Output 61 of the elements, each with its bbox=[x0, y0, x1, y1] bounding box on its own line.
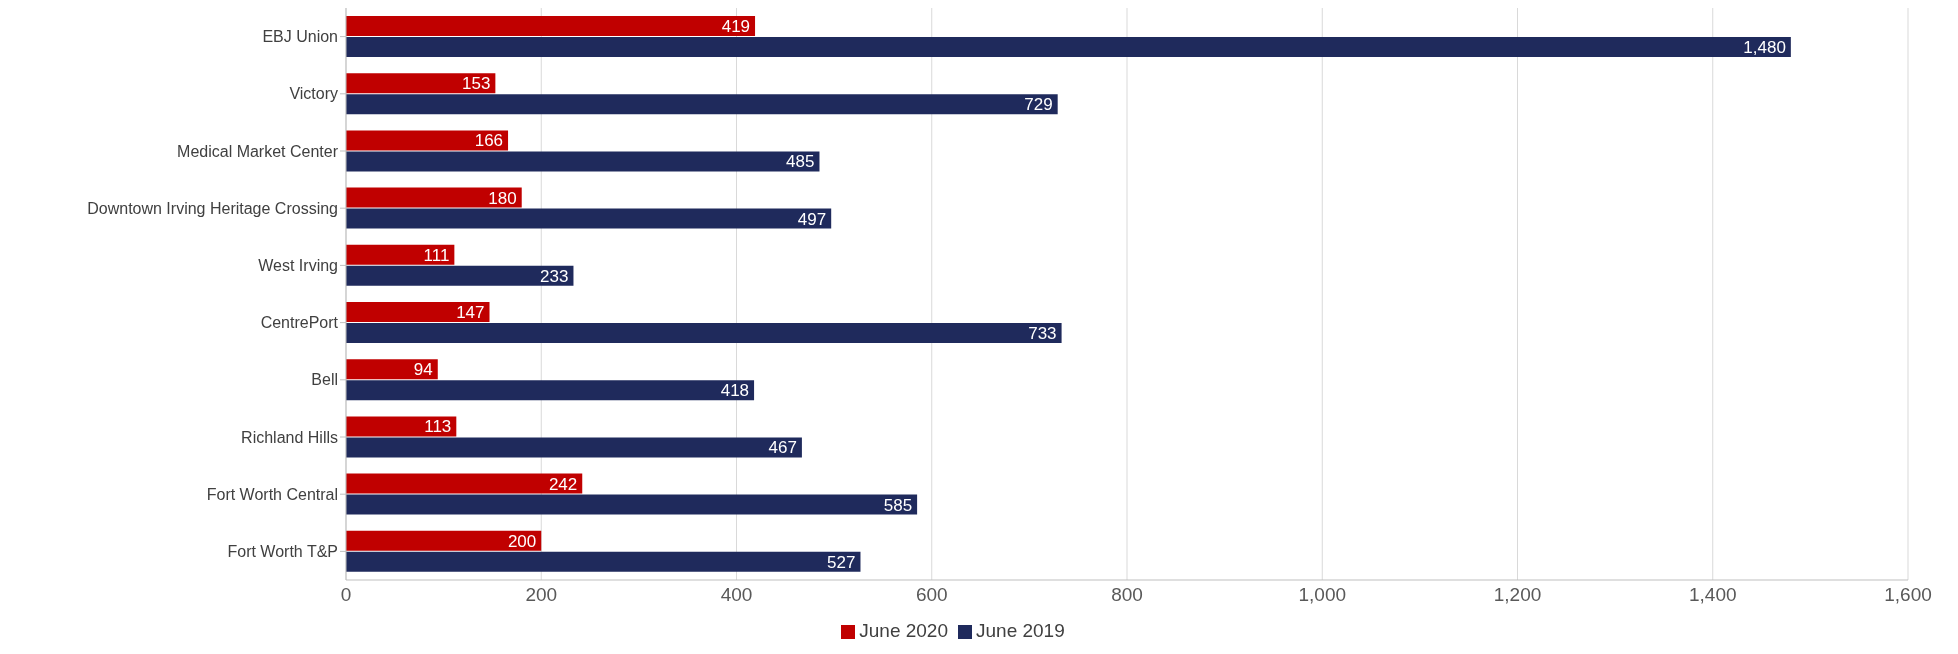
bar bbox=[346, 94, 1058, 115]
data-label: 166 bbox=[474, 131, 504, 151]
bar bbox=[346, 551, 861, 572]
bar bbox=[346, 359, 438, 380]
x-tick-label: 400 bbox=[720, 584, 753, 606]
x-tick-label: 800 bbox=[1111, 584, 1143, 606]
data-label: 527 bbox=[827, 552, 856, 572]
bar bbox=[346, 151, 820, 172]
bar bbox=[346, 437, 802, 458]
data-label: 153 bbox=[461, 74, 491, 94]
bar bbox=[346, 16, 756, 37]
x-tick-label: 0 bbox=[340, 584, 352, 606]
bar bbox=[346, 416, 457, 437]
data-label: 729 bbox=[1024, 95, 1053, 115]
bar bbox=[346, 302, 490, 323]
bar bbox=[346, 473, 583, 494]
y-tick-label: Richland Hills bbox=[241, 428, 338, 446]
y-tick-label: EBJ Union bbox=[262, 28, 338, 46]
y-tick-label: Downtown Irving Heritage Crossing bbox=[87, 199, 338, 217]
y-tick-label: Victory bbox=[289, 85, 338, 103]
x-tick-label: 1,400 bbox=[1688, 584, 1737, 606]
bar bbox=[346, 130, 509, 151]
bar bbox=[346, 37, 1791, 58]
data-label: 200 bbox=[507, 531, 537, 551]
data-label: 1,480 bbox=[1743, 38, 1786, 58]
data-label: 233 bbox=[540, 266, 569, 286]
data-label: 111 bbox=[423, 245, 450, 265]
data-label: 585 bbox=[883, 495, 913, 515]
data-label: 733 bbox=[1028, 324, 1057, 344]
legend-label: June 2020 bbox=[859, 620, 948, 641]
bar bbox=[346, 380, 755, 401]
bar bbox=[346, 530, 542, 551]
data-label: 94 bbox=[413, 360, 433, 380]
x-tick-label: 600 bbox=[915, 584, 948, 606]
y-tick-label: CentrePort bbox=[260, 314, 339, 332]
x-tick-label: 1,600 bbox=[1884, 584, 1932, 606]
bar bbox=[346, 208, 832, 229]
data-label: 147 bbox=[456, 303, 485, 323]
data-label: 467 bbox=[768, 438, 797, 458]
bar bbox=[346, 73, 496, 94]
x-tick-label: 1,200 bbox=[1493, 584, 1542, 606]
y-tick-label: West Irving bbox=[258, 257, 338, 275]
legend-label: June 2019 bbox=[976, 620, 1065, 641]
bar bbox=[346, 244, 455, 265]
x-tick-label: 1,000 bbox=[1298, 584, 1347, 606]
y-tick-label: Bell bbox=[311, 371, 338, 389]
data-label: 485 bbox=[786, 152, 815, 172]
bar bbox=[346, 265, 574, 286]
y-tick-label: Fort Worth T&P bbox=[227, 543, 338, 561]
data-label: 242 bbox=[548, 474, 578, 494]
y-tick-label: Fort Worth Central bbox=[206, 485, 338, 503]
data-label: 497 bbox=[797, 209, 827, 229]
y-tick-label: Medical Market Center bbox=[177, 142, 339, 160]
data-label: 418 bbox=[720, 381, 750, 401]
bar bbox=[346, 494, 918, 515]
bar bbox=[346, 187, 522, 208]
data-label: 113 bbox=[424, 417, 452, 437]
bar bbox=[346, 323, 1062, 344]
x-tick-label: 200 bbox=[525, 584, 558, 606]
data-label: 419 bbox=[721, 17, 751, 37]
data-label: 180 bbox=[488, 188, 517, 208]
